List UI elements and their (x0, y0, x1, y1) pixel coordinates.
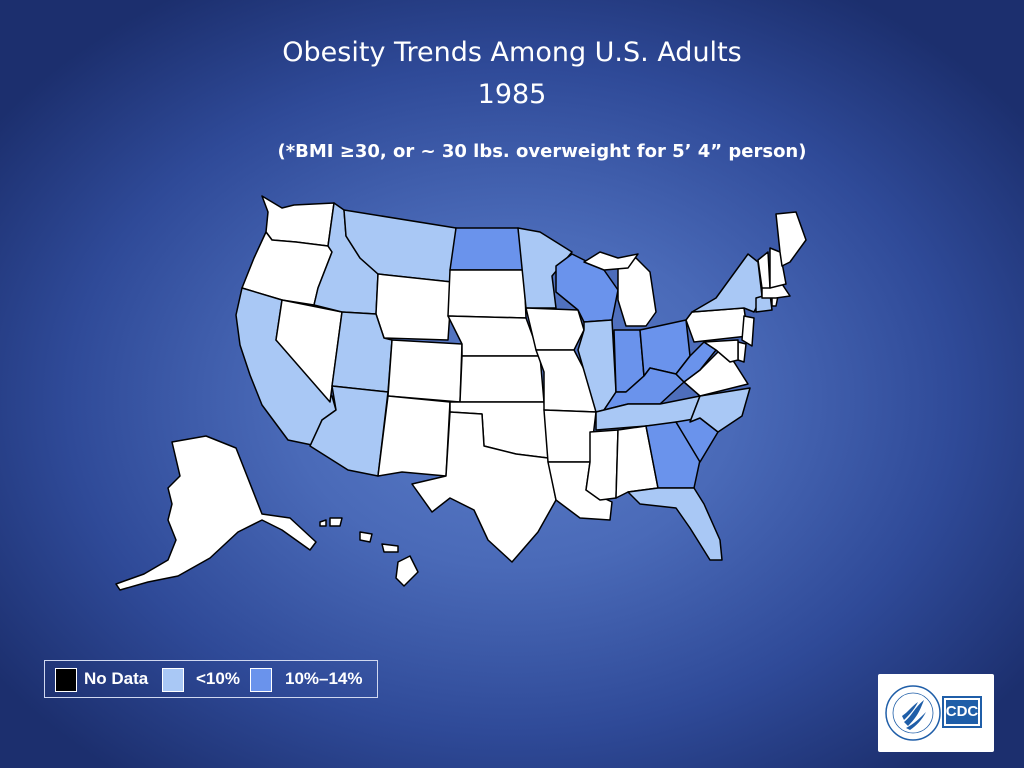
state-NV (275, 299, 343, 403)
title-line-1: Obesity Trends Among U.S. Adults (282, 37, 742, 68)
state-PA (685, 307, 749, 343)
state-NY (691, 253, 763, 313)
state-MI (617, 257, 657, 327)
legend-label-lt10: <10% (196, 669, 240, 688)
map-legend: No Data <10% 10%–14% (44, 660, 378, 698)
state-ND (449, 227, 525, 271)
legend-swatch-10to14 (250, 668, 272, 692)
legend-label-nodata: No Data (84, 669, 149, 688)
title-line-2: 1985 (477, 79, 547, 110)
state-AK (115, 435, 317, 591)
state-NM (377, 395, 451, 477)
state-NH (769, 247, 787, 289)
state-FL (627, 487, 723, 561)
state-NJ (741, 315, 755, 347)
hhs-seal-icon (885, 685, 941, 741)
state-WA (261, 195, 335, 247)
state-MS (585, 429, 619, 501)
cdc-logo-text: CDC (942, 696, 982, 728)
legend-swatch-lt10 (162, 668, 184, 692)
state-GA (645, 421, 701, 489)
state-HI (395, 555, 419, 587)
legend-swatch-nodata (55, 668, 77, 692)
state-CO (387, 339, 463, 403)
state-NE (447, 315, 541, 357)
cdc-logo: CDC (878, 674, 994, 752)
state-TX (411, 411, 557, 563)
state-HI-oahu (359, 531, 373, 543)
state-WY (375, 273, 453, 341)
state-IA (525, 307, 585, 351)
state-HI-maui (381, 543, 399, 553)
state-DE (737, 341, 747, 363)
state-HI-niihau (319, 519, 327, 527)
state-MI-upper (583, 251, 639, 271)
state-HI-kauai (329, 517, 343, 527)
state-MD (703, 339, 739, 363)
state-SD (447, 269, 527, 319)
map-title: Obesity Trends Among U.S. Adults 1985 (0, 32, 1024, 116)
state-ME (775, 211, 807, 267)
state-KS (459, 355, 545, 403)
bmi-subtitle: (*BMI ≥30, or ~ 30 lbs. overweight for 5… (277, 141, 807, 162)
legend-label-10to14: 10%–14% (285, 669, 363, 688)
state-AR (543, 409, 597, 463)
